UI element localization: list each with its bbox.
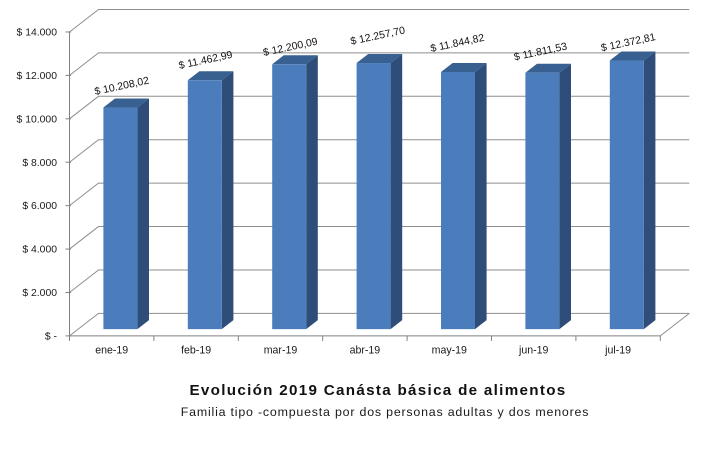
- svg-text:jul-19: jul-19: [604, 345, 631, 357]
- svg-text:$ 14.000: $ 14.000: [17, 28, 58, 39]
- svg-text:Familia tipo -compuesta por do: Familia tipo -compuesta por dos personas…: [181, 405, 589, 419]
- svg-text:may-19: may-19: [432, 345, 467, 357]
- svg-text:ene-19: ene-19: [95, 345, 128, 357]
- svg-text:Evolución 2019 Canásta básica: Evolución 2019 Canásta básica de aliment…: [189, 382, 566, 399]
- svg-text:$ 6.000: $ 6.000: [22, 201, 57, 212]
- svg-text:feb-19: feb-19: [181, 345, 211, 357]
- svg-text:$ 4.000: $ 4.000: [22, 245, 57, 256]
- svg-text:abr-19: abr-19: [350, 345, 381, 357]
- svg-text:$ 8.000: $ 8.000: [22, 158, 57, 169]
- svg-text:mar-19: mar-19: [264, 345, 298, 357]
- svg-text:$ -: $ -: [45, 332, 57, 343]
- svg-text:$ 12.000: $ 12.000: [17, 71, 58, 82]
- svg-text:jun-19: jun-19: [518, 345, 549, 357]
- svg-text:$ 10.000: $ 10.000: [17, 114, 58, 125]
- svg-text:$ 2.000: $ 2.000: [22, 288, 57, 299]
